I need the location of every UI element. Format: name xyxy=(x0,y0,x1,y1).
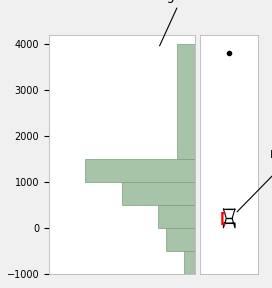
Text: [: [ xyxy=(220,212,226,226)
PathPatch shape xyxy=(223,209,235,228)
Bar xyxy=(158,205,195,228)
Bar xyxy=(122,182,195,205)
Bar xyxy=(166,228,195,251)
Bar xyxy=(85,159,195,182)
Text: Box plot: Box plot xyxy=(237,150,272,212)
Text: Istogramma: Istogramma xyxy=(144,0,220,46)
Bar xyxy=(177,44,195,159)
Bar xyxy=(184,251,195,274)
